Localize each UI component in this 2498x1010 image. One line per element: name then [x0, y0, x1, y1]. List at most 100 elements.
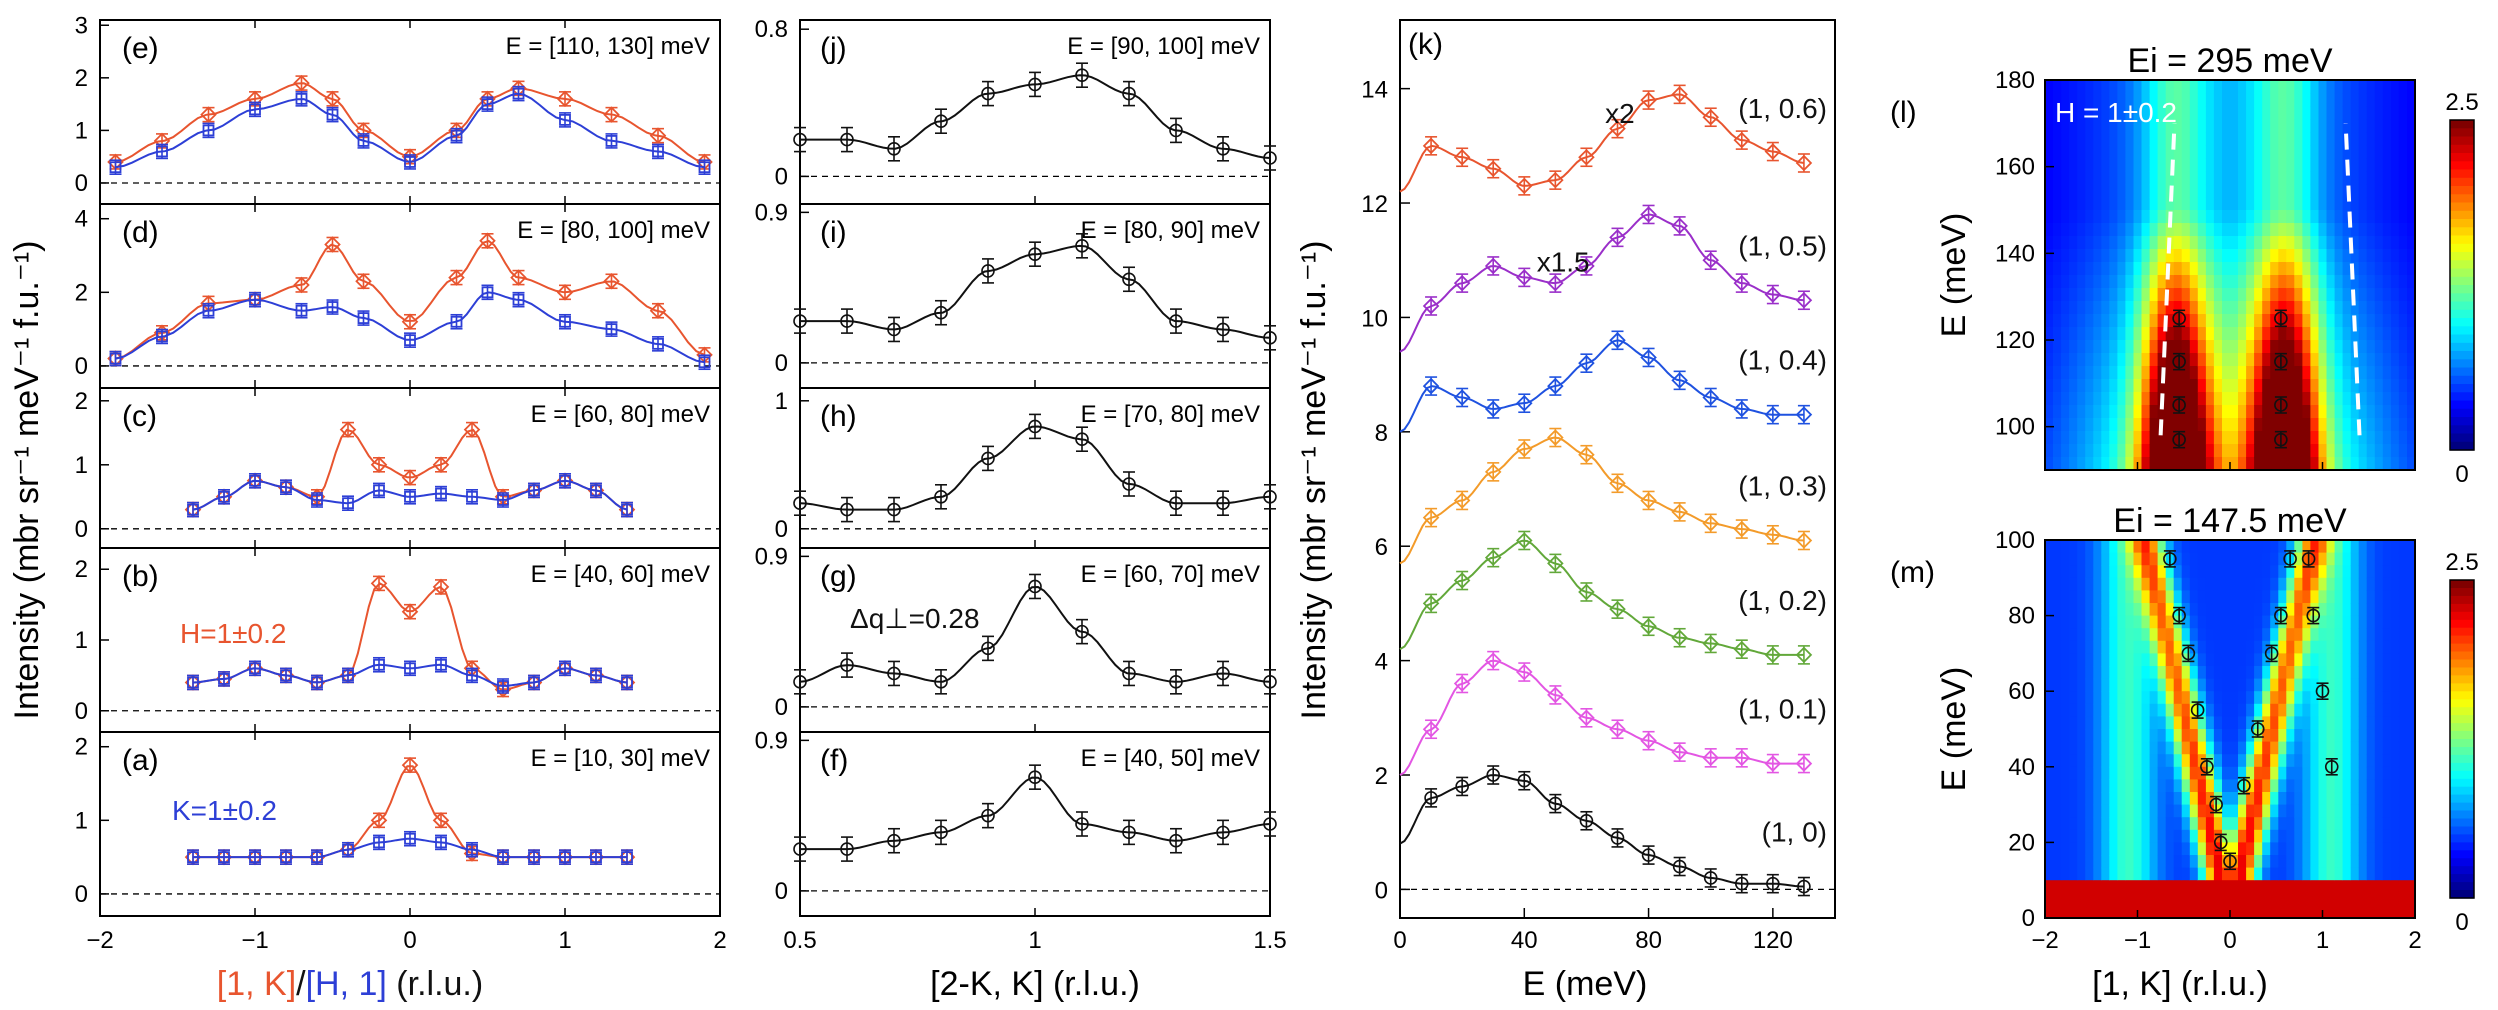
heatmap-cell: [2382, 804, 2392, 818]
heatmap-cell: [2407, 666, 2416, 680]
heatmap-cell: [2109, 552, 2118, 566]
heatmap-cell: [2374, 666, 2384, 680]
heatmap-cell: [2053, 892, 2062, 906]
heatmap-cell: [2173, 666, 2183, 680]
heatmap-cell: [2053, 577, 2062, 591]
heatmap-cell: [2189, 603, 2199, 617]
heatmap-cell: [2350, 577, 2360, 591]
data-point: [559, 662, 571, 675]
heatmap-cell: [2310, 262, 2319, 276]
heatmap-cell: [2390, 184, 2400, 198]
heatmap-cell: [2109, 703, 2118, 717]
heatmap-cell: [2334, 867, 2344, 881]
heatmap-cell: [2350, 880, 2360, 894]
heatmap-cell: [2254, 301, 2263, 315]
heatmap-cell: [2407, 457, 2416, 471]
heatmap-cell: [2189, 262, 2199, 276]
data-point: [793, 314, 807, 328]
heatmap-cell: [2310, 565, 2319, 579]
heatmap-cell: [2045, 106, 2054, 120]
heatmap-cell: [2077, 590, 2086, 604]
heatmap-cell: [2205, 804, 2215, 818]
heatmap-cell: [2382, 666, 2392, 680]
heatmap-cell: [2077, 418, 2086, 432]
heatmap-cell: [2302, 603, 2311, 617]
heatmap-cell: [2053, 405, 2062, 419]
heatmap-cell: [2382, 590, 2392, 604]
heatmap-cell: [2045, 829, 2054, 843]
data-point: [1578, 257, 1595, 275]
heatmap-cell: [2141, 590, 2151, 604]
heatmap-cell: [2125, 628, 2134, 642]
data-point: [218, 673, 230, 685]
heatmap-cell: [2238, 132, 2247, 146]
heatmap-cell: [2069, 392, 2078, 406]
data-point: [1486, 768, 1501, 782]
heatmap-cell: [2173, 804, 2183, 818]
heatmap-cell: [2254, 703, 2263, 717]
heatmap-cell: [2117, 628, 2126, 642]
heatmap-cell: [2125, 288, 2134, 302]
heatmap-cell: [2342, 80, 2352, 94]
xtick-label: 1.5: [1253, 927, 1286, 954]
heatmap-cell: [2350, 457, 2360, 471]
heatmap-cell: [2173, 197, 2183, 211]
heatmap-cell: [2133, 653, 2143, 667]
heatmap-cell: [2398, 855, 2408, 869]
heatmap-cell: [2230, 603, 2239, 617]
heatmap-cell: [2310, 288, 2319, 302]
heatmap-cell: [2213, 262, 2223, 276]
heatmap-cell: [2173, 716, 2183, 730]
data-point: [1671, 372, 1688, 389]
heatmap-cell: [2157, 145, 2167, 159]
heatmap-cell: [2254, 379, 2263, 393]
dispersion-point: [2190, 703, 2205, 717]
heatmap-cell: [2382, 766, 2392, 780]
heatmap-cell: [2197, 262, 2207, 276]
heatmap-cell: [2045, 855, 2054, 869]
heatmap-cell: [2085, 766, 2094, 780]
heatmap-cell: [2125, 236, 2134, 250]
heatmap-cell: [2109, 119, 2118, 133]
colorbar-cell: [2450, 161, 2474, 171]
col3-ylabel: Intensity (mbr sr⁻¹ meV⁻¹ f.u.⁻¹): [1295, 241, 1333, 720]
heatmap-cell: [2246, 93, 2255, 107]
heatmap-cell: [2310, 666, 2319, 680]
heatmap-cell: [2382, 171, 2392, 185]
heatmap-cell: [2181, 288, 2191, 302]
heatmap-cell: [2149, 119, 2159, 133]
heatmap-cell: [2366, 766, 2376, 780]
heatmap-cell: [2141, 741, 2151, 755]
heatmap-cell: [2238, 804, 2247, 818]
heatmap-cell: [2398, 431, 2408, 445]
heatmap-cell: [2270, 905, 2279, 919]
heatmap-cell: [2045, 653, 2054, 667]
heatmap-cell: [2358, 418, 2368, 432]
heatmap-cell: [2407, 653, 2416, 667]
heatmap-cell: [2205, 867, 2215, 881]
heatmap-cell: [2286, 392, 2295, 406]
heatmap-cell: [2350, 804, 2360, 818]
data-point: [1548, 796, 1563, 811]
series-0: (1, 0.6): [1399, 84, 1827, 196]
data-point: [1075, 68, 1089, 82]
heatmap-cell: [2374, 457, 2384, 471]
heatmap-cell: [2270, 892, 2279, 906]
heatmap-cell: [2213, 729, 2223, 743]
heatmap-cell: [2093, 275, 2102, 289]
heatmap-cell: [2318, 729, 2328, 743]
panel-label: (b): [122, 560, 159, 593]
heatmap-cell: [2358, 603, 2368, 617]
heatmap-cell: [2077, 366, 2086, 380]
heatmap-cell: [2334, 817, 2344, 831]
heatmap-cell: [2125, 804, 2134, 818]
heatmap-cell: [2270, 223, 2279, 237]
heatmap-cell: [2294, 590, 2303, 604]
heatmap-cell: [2222, 577, 2231, 591]
heatmap-cell: [2390, 640, 2400, 654]
heatmap-cell: [2133, 766, 2143, 780]
heatmap-cell: [2197, 540, 2207, 554]
heatmap-cell: [2334, 703, 2344, 717]
data-point: [280, 851, 292, 864]
